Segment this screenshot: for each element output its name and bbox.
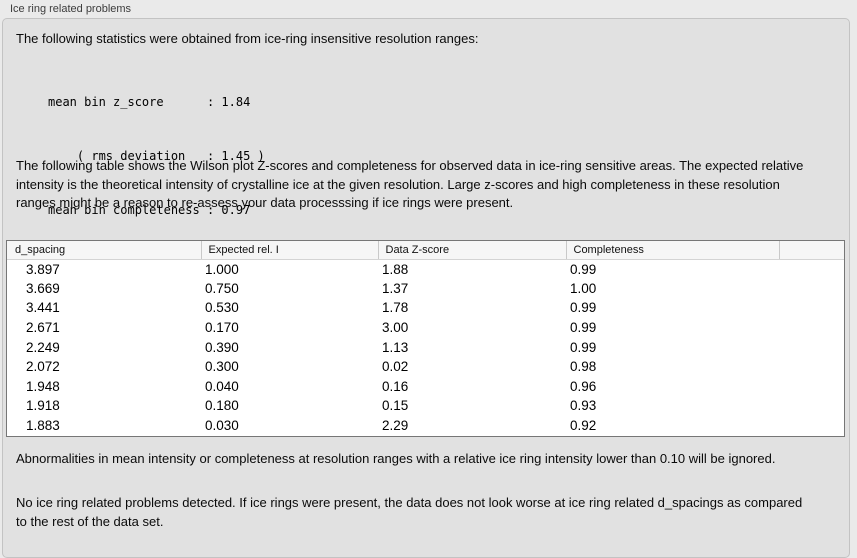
table-cell-empty [779,318,844,338]
table-cell: 3.897 [26,261,60,277]
column-header-d-spacing[interactable]: d_spacing [7,241,201,260]
table-cell-empty [779,357,844,377]
table-cell-empty [779,337,844,357]
table-cell: 1.78 [382,300,409,316]
table-cell: 1.88 [382,261,409,277]
table-cell: 0.030 [205,418,239,434]
column-header-expected-rel-i[interactable]: Expected rel. I [200,241,378,260]
table-cell: 2.249 [26,339,60,355]
table-cell: 0.040 [205,378,239,394]
stats-line: mean bin z_score : 1.84 [48,95,251,109]
table-cell: 0.390 [205,339,239,355]
table-intro-text: The following table shows the Wilson plo… [16,158,804,210]
table-cell: 0.750 [205,280,239,296]
table-row[interactable]: 3.897 1.000 1.88 0.99 [7,259,844,279]
table-row[interactable]: 3.441 0.530 1.78 0.99 [7,298,844,318]
ice-ring-table: d_spacing Expected rel. I Data Z-score Comp… [6,240,845,437]
table-cell: 0.170 [205,320,239,336]
table-cell: 1.883 [26,418,60,434]
panel-title: Ice ring related problems [10,3,132,15]
table-cell: 0.99 [570,300,597,316]
table-cell-empty [779,298,844,318]
table-cell: 1.948 [26,378,60,394]
table-cell: 0.92 [570,418,597,434]
stats-intro-text: The following statistics were obtained f… [16,31,479,46]
table-cell: 0.96 [570,378,597,394]
table-cell: 3.441 [26,300,60,316]
table-cell-empty [779,396,844,416]
table-cell: 0.180 [205,398,239,414]
table-cell: 1.918 [26,398,60,414]
table-cell-empty [779,377,844,397]
table-cell: 0.16 [382,378,409,394]
table-row[interactable]: 1.948 0.040 0.16 0.96 [7,377,844,397]
table-cell-empty [779,416,844,436]
table-body: 3.897 1.000 1.88 0.99 3.669 0.750 1.37 1.00 3.44… [7,259,844,435]
table-cell: 1.37 [382,280,409,296]
table-cell: 2.671 [26,320,60,336]
table-row[interactable]: 3.669 0.750 1.37 1.00 [7,279,844,299]
table-cell: 0.93 [570,398,597,414]
table-cell: 0.99 [570,320,597,336]
table-cell: 0.99 [570,261,597,277]
conclusion-text: No ice ring related problems detected. I… [16,495,803,529]
table-cell: 0.02 [382,359,409,375]
table-cell: 0.98 [570,359,597,375]
stats-line: ( rms deviation : 1.45 ) [48,149,265,163]
table-cell-empty [779,259,844,279]
table-cell: 1.13 [382,339,409,355]
table-cell: 0.99 [570,339,597,355]
ignore-note-text: Abnormalities in mean intensity or compl… [16,451,776,466]
column-header-empty [778,241,844,260]
table-cell: 0.530 [205,300,239,316]
table-cell: 1.000 [205,261,239,277]
table-cell: 3.669 [26,280,60,296]
table-row[interactable]: 2.671 0.170 3.00 0.99 [7,318,844,338]
table-cell: 1.00 [570,280,597,296]
table-cell: 0.15 [382,398,409,414]
table-row[interactable]: 1.883 0.030 2.29 0.92 [7,416,844,436]
table-cell: 2.29 [382,418,409,434]
column-header-completeness[interactable]: Completeness [565,241,779,260]
column-header-data-z-score[interactable]: Data Z-score [377,241,566,260]
table-cell: 0.300 [205,359,239,375]
table-row[interactable]: 1.918 0.180 0.15 0.93 [7,396,844,416]
table-row[interactable]: 2.249 0.390 1.13 0.99 [7,337,844,357]
table-header-row: d_spacing Expected rel. I Data Z-score Comp… [7,241,844,260]
table-cell: 2.072 [26,359,60,375]
stats-line: mean bin completeness : 0.97 [48,203,251,217]
table-row[interactable]: 2.072 0.300 0.02 0.98 [7,357,844,377]
table-cell: 3.00 [382,320,409,336]
table-cell-empty [779,279,844,299]
